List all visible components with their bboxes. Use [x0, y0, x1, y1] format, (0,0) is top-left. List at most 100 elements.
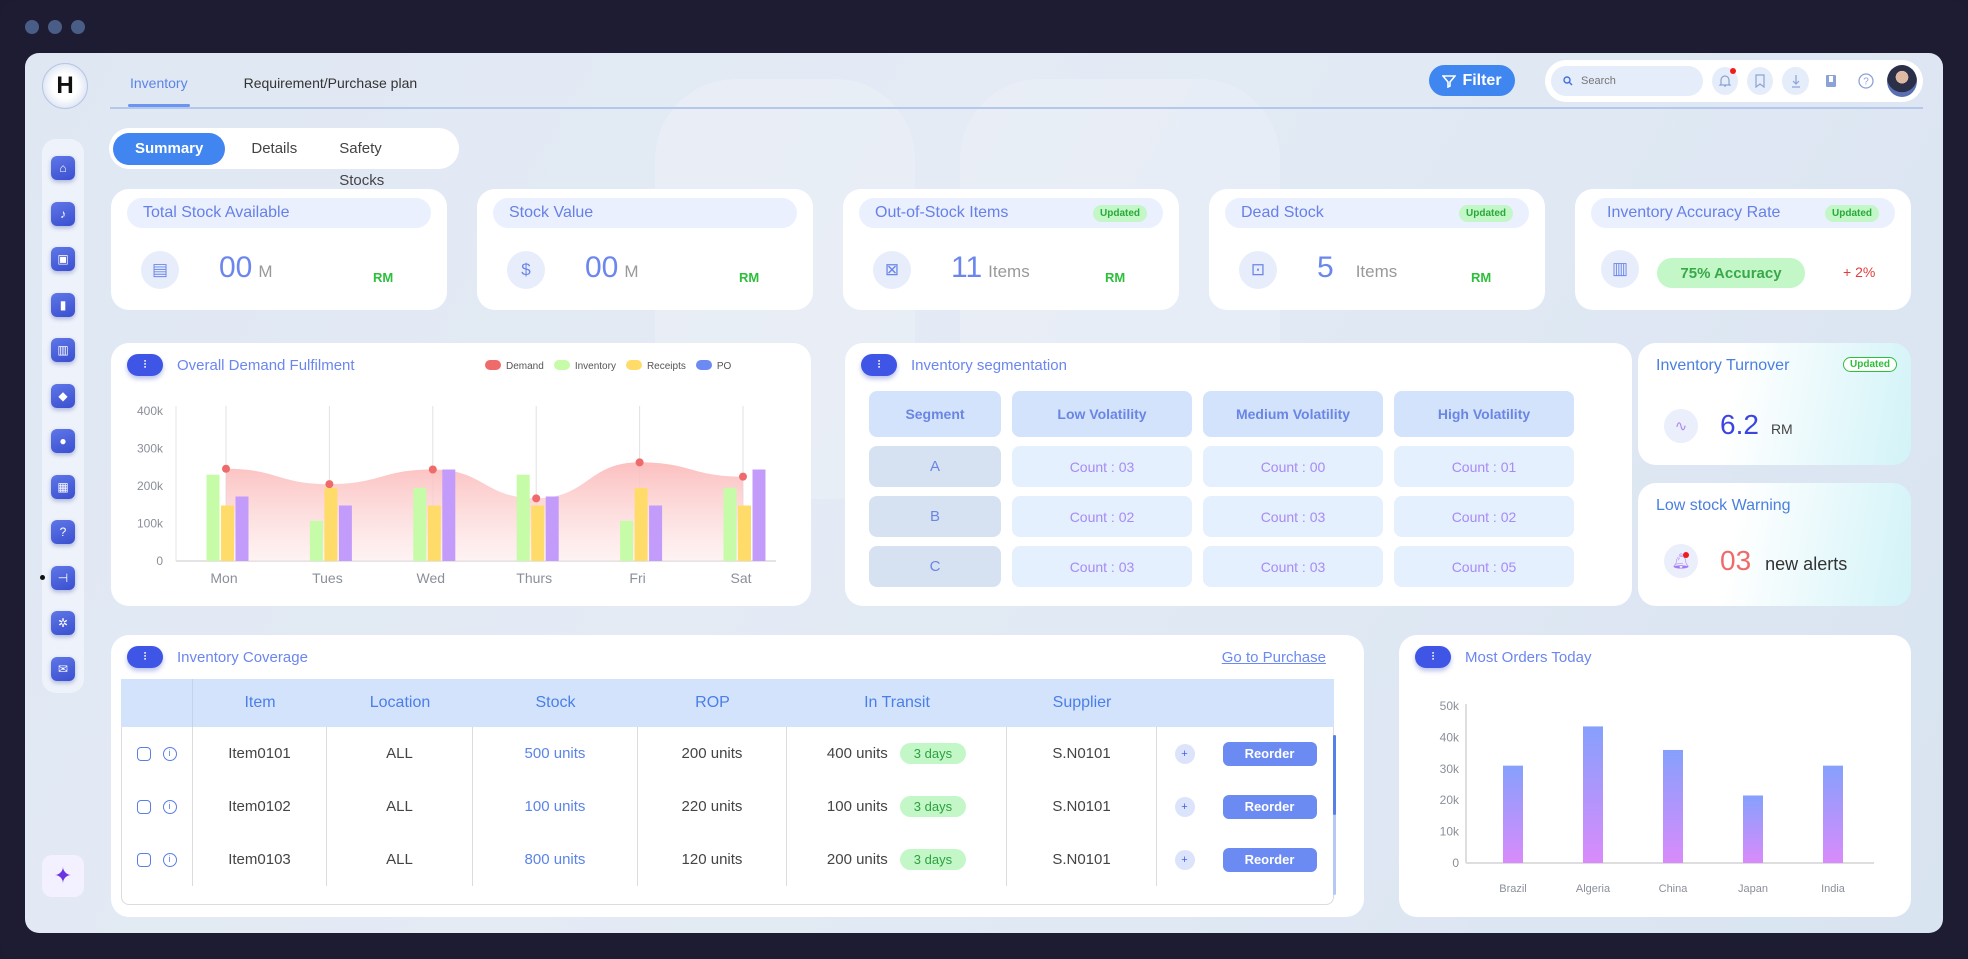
tab-details[interactable]: Details: [251, 139, 298, 157]
segment-count[interactable]: Count : 03: [1012, 546, 1192, 587]
svg-text:40k: 40k: [1440, 730, 1460, 744]
sidebar-item-warehouse[interactable]: ▥: [51, 338, 75, 362]
col-supplier[interactable]: Supplier: [1007, 679, 1157, 727]
download-button[interactable]: [1782, 67, 1809, 95]
info-icon[interactable]: i: [162, 800, 177, 815]
help-button[interactable]: ?: [1853, 67, 1879, 95]
sidebar-item-pricing[interactable]: ◆: [51, 383, 75, 408]
tab-inventory[interactable]: Inventory: [128, 75, 190, 107]
table-scrollbar[interactable]: [1333, 735, 1336, 895]
reorder-button[interactable]: Reorder: [1222, 847, 1317, 872]
cell-stock: 500 units: [473, 727, 638, 780]
svg-text:20k: 20k: [1440, 793, 1460, 807]
kpi-title: Out-of-Stock Items: [875, 204, 1009, 221]
table-row: i Item0101 ALL 500 units 200 units 400 u…: [121, 727, 1334, 780]
segment-count[interactable]: Count : 03: [1203, 546, 1383, 587]
col-stock[interactable]: Stock: [473, 679, 638, 727]
sidebar-item-hierarchy[interactable]: ⊣: [40, 565, 75, 590]
filter-icon: [1442, 74, 1457, 88]
sidebar-item-stock[interactable]: ▣: [51, 247, 75, 271]
chart-legend: Demand Inventory Receipts PO: [485, 360, 731, 372]
svg-text:?: ?: [1863, 77, 1869, 88]
svg-text:10k: 10k: [1440, 825, 1460, 839]
search-box[interactable]: [1551, 66, 1703, 96]
segment-count[interactable]: Count : 01: [1394, 446, 1574, 487]
sidebar-item-help[interactable]: ?: [51, 520, 75, 544]
tab-safety-stocks[interactable]: Safety Stocks: [339, 139, 385, 189]
ai-assistant-button[interactable]: ✦: [42, 855, 84, 897]
svg-text:Fri: Fri: [629, 570, 645, 586]
updated-badge: Updated: [1825, 204, 1879, 222]
cell-rop: 120 units: [638, 833, 787, 886]
sidebar-item-savings[interactable]: ●: [51, 429, 75, 453]
sidebar-item-home[interactable]: ⌂: [51, 156, 75, 180]
kpi-value: 00 M: [219, 251, 273, 284]
segment-count[interactable]: Count : 00: [1203, 446, 1383, 487]
sidebar-item-analytics[interactable]: ▮: [51, 292, 75, 317]
sidebar-item-mail[interactable]: ✉: [51, 656, 75, 681]
legend-demand[interactable]: Demand: [485, 360, 544, 372]
row-checkbox[interactable]: [136, 747, 151, 762]
demand-fulfilment-card: ⫶ Overall Demand Fulfilment Demand Inven…: [111, 343, 811, 606]
high-volatility-header: High Volatility: [1394, 391, 1574, 437]
tab-summary[interactable]: Summary: [113, 132, 226, 165]
sliders-icon[interactable]: ⫶: [127, 646, 163, 668]
bookmark-button[interactable]: [1747, 67, 1774, 95]
top-tabs: Inventory Requirement/Purchase plan: [128, 75, 418, 107]
window-maximize-button[interactable]: [71, 20, 85, 34]
sidebar-item-schedule[interactable]: ▦: [51, 474, 75, 499]
app-logo[interactable]: H: [42, 63, 88, 109]
sidebar-item-alerts[interactable]: ♪: [51, 201, 75, 226]
filter-button[interactable]: Filter: [1429, 65, 1515, 96]
cell-supplier: S.N0101: [1007, 727, 1157, 780]
legend-po[interactable]: PO: [695, 360, 731, 372]
cell-stock: 800 units: [473, 833, 638, 886]
user-avatar[interactable]: [1887, 65, 1917, 97]
segmentation-grid: Segment Low Volatility Medium Volatility…: [869, 391, 1574, 587]
col-rop[interactable]: ROP: [638, 679, 787, 727]
go-to-purchase-link[interactable]: Go to Purchase: [1221, 649, 1326, 666]
table-header-row: Item Location Stock ROP In Transit Suppl…: [121, 679, 1334, 727]
scrollbar-thumb[interactable]: [1333, 735, 1336, 815]
sliders-icon[interactable]: ⫶: [1415, 646, 1451, 668]
legend-receipts[interactable]: Receipts: [625, 360, 686, 372]
reorder-button[interactable]: Reorder: [1222, 794, 1317, 819]
cell-actions: + Reorder: [1157, 727, 1334, 780]
cell-supplier: S.N0101: [1007, 833, 1157, 886]
window-close-button[interactable]: [25, 20, 39, 34]
sliders-icon[interactable]: ⫶: [861, 354, 897, 376]
segment-count[interactable]: Count : 02: [1394, 496, 1574, 537]
segment-count[interactable]: Count : 03: [1012, 446, 1192, 487]
sliders-icon[interactable]: ⫶: [127, 354, 163, 376]
notifications-button[interactable]: [1712, 67, 1739, 95]
segment-count[interactable]: Count : 03: [1203, 496, 1383, 537]
info-icon[interactable]: i: [162, 853, 177, 868]
svg-text:Sat: Sat: [730, 570, 751, 586]
sidebar-item-settings[interactable]: ✲: [51, 611, 75, 635]
segment-label: B: [869, 496, 1001, 537]
alarm-add-icon[interactable]: +: [1174, 743, 1195, 764]
row-checkbox[interactable]: [136, 853, 151, 868]
accuracy-pill: 75% Accuracy: [1657, 258, 1805, 288]
card-title: Overall Demand Fulfilment: [177, 356, 355, 374]
legend-inventory[interactable]: Inventory: [553, 360, 616, 372]
segment-count[interactable]: Count : 05: [1394, 546, 1574, 587]
row-checkbox[interactable]: [136, 800, 151, 815]
tab-requirement-purchase-plan[interactable]: Requirement/Purchase plan: [243, 75, 418, 91]
piggy-bank-icon: ●: [59, 434, 67, 448]
search-input[interactable]: [1581, 75, 1691, 87]
col-in-transit[interactable]: In Transit: [787, 679, 1007, 727]
tab-divider: [110, 107, 1923, 109]
info-icon[interactable]: i: [162, 747, 177, 762]
kpi-currency: RM: [373, 270, 394, 285]
reorder-button[interactable]: Reorder: [1222, 741, 1317, 766]
col-item[interactable]: Item: [193, 679, 327, 727]
cell-location: ALL: [327, 780, 473, 833]
segment-count[interactable]: Count : 02: [1012, 496, 1192, 537]
alarm-add-icon[interactable]: +: [1174, 849, 1195, 870]
col-location[interactable]: Location: [327, 679, 473, 727]
book-button[interactable]: [1818, 67, 1844, 95]
alarm-add-icon[interactable]: +: [1174, 796, 1195, 817]
svg-text:50k: 50k: [1440, 699, 1460, 713]
window-minimize-button[interactable]: [48, 20, 62, 34]
